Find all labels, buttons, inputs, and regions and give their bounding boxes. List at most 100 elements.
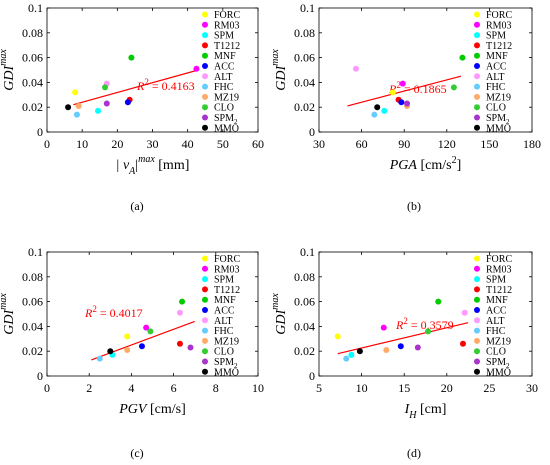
legend-text: RM03: [486, 264, 512, 275]
legend-label-t1212: T1212: [486, 285, 512, 296]
legend-marker-forc: [202, 255, 208, 262]
x-tick-label: 8: [213, 381, 219, 395]
y-tick-label: 0: [309, 125, 315, 139]
legend-label-mmo: MMO: [214, 123, 239, 134]
legend-text: T1212: [214, 41, 240, 52]
legend-label-rm03: RM03: [486, 20, 512, 31]
legend-marker-spm2: [202, 114, 208, 121]
data-point-mz19: [124, 346, 131, 353]
legend-marker-rm03: [474, 21, 480, 28]
legend-text-sub: 2: [506, 362, 510, 370]
legend-label-spm: SPM: [486, 31, 506, 42]
x-tick-label: 4: [128, 381, 134, 395]
r-squared-symbol: R: [84, 306, 93, 320]
r-squared-value: = 0.4017: [97, 306, 143, 320]
x-tick-label: 5: [316, 381, 322, 395]
y-tick-label: 0.06: [22, 295, 43, 309]
legend-marker-clo: [474, 348, 480, 355]
r-squared-value: = 0.1865: [401, 82, 447, 96]
legend-label-acc: ACC: [214, 62, 235, 73]
legend-label-mz19: MZ19: [214, 92, 239, 103]
legend-marker-mz19: [474, 93, 480, 100]
x-axis-label-bar: |: [135, 158, 138, 173]
legend-marker-acc: [474, 307, 480, 313]
legend-text: FORC: [486, 254, 512, 265]
legend-text: SPM: [214, 275, 234, 286]
legend-marker-alt: [202, 317, 208, 324]
y-tick-label: 0.02: [22, 100, 43, 114]
legend-label-acc: ACC: [486, 62, 507, 73]
legend-marker-mnf: [474, 52, 480, 59]
y-axis-label-sup: max: [270, 293, 281, 310]
legend-marker-mmo: [474, 368, 480, 375]
data-point-fhc: [371, 111, 378, 118]
panel-caption: (d): [407, 446, 421, 460]
data-point-acc: [397, 343, 404, 350]
legend-label-clo: CLO: [214, 103, 234, 114]
x-tick-label: 0: [44, 137, 50, 151]
data-point-acc: [398, 99, 405, 106]
legend-text: SPM: [214, 357, 234, 368]
y-tick-label: 0.06: [294, 295, 315, 309]
legend-label-mz19: MZ19: [486, 92, 511, 103]
legend-label-acc: ACC: [486, 306, 507, 317]
y-tick-label: 0.04: [22, 319, 43, 333]
y-axis-label: GDImax: [0, 293, 17, 335]
r-squared-symbol: R: [395, 318, 404, 332]
y-tick-label: 0.02: [294, 100, 315, 114]
r-squared-exponent: 2: [92, 304, 97, 314]
legend-label-alt: ALT: [486, 72, 505, 83]
r-squared-label: R2 = 0.3579: [395, 316, 454, 332]
legend-label-fhc: FHC: [214, 82, 234, 93]
plot-frame: [46, 7, 259, 133]
data-point-fhc: [73, 111, 80, 118]
legend-text: MZ19: [486, 336, 511, 347]
legend-marker-spm2: [202, 358, 208, 365]
data-point-alt: [176, 309, 183, 316]
trend-line: [73, 69, 199, 106]
legend-text: FHC: [486, 82, 506, 93]
x-axis-label: PGV [cm/s]: [118, 402, 185, 417]
x-axis-label-unit-sup: 2: [452, 155, 457, 166]
legend-label-acc: ACC: [214, 306, 235, 317]
legend-text: FHC: [486, 326, 506, 337]
legend-label-forc: FORC: [486, 10, 512, 21]
legend-label-mmo: MMO: [486, 367, 511, 378]
legend-marker-fhc: [474, 83, 480, 90]
legend-label-t1212: T1212: [214, 285, 240, 296]
data-point-spm2: [404, 100, 411, 107]
legend-text-sub: 2: [234, 118, 238, 126]
legend-marker-mmo: [202, 368, 208, 375]
legend-marker-t1212: [202, 42, 208, 49]
y-tick-label: 0.1: [300, 1, 315, 15]
data-point-mz19: [383, 346, 390, 353]
legend-text: MNF: [486, 51, 508, 62]
legend-text: MMO: [214, 123, 239, 134]
y-axis-label: GDImax: [270, 293, 289, 335]
r-squared-exponent: 2: [396, 80, 401, 90]
x-tick-label: 30: [526, 381, 538, 395]
data-point-fhc: [343, 355, 350, 362]
data-point-mnf: [179, 298, 186, 305]
legend-label-clo: CLO: [486, 347, 506, 358]
legend-text: MNF: [214, 51, 236, 62]
y-tick-label: 0.06: [294, 51, 315, 65]
r-squared-label: R2 = 0.1865: [388, 80, 447, 96]
legend-label-mnf: MNF: [214, 295, 236, 306]
data-point-clo: [450, 84, 457, 91]
plot-frame: [46, 251, 259, 377]
x-tick-label: 150: [480, 137, 498, 151]
data-point-rm03: [380, 324, 387, 331]
panel-caption: (c): [130, 446, 143, 460]
data-point-forc: [389, 89, 396, 96]
legend-text: MZ19: [214, 92, 239, 103]
legend-label-clo: CLO: [486, 103, 506, 114]
x-tick-label: 120: [438, 137, 456, 151]
legend-text: CLO: [486, 103, 506, 114]
x-axis-label: PGA [cm/s2]: [389, 155, 462, 173]
legend-marker-rm03: [474, 265, 480, 272]
y-tick-label: 0.08: [294, 26, 315, 40]
data-point-clo: [147, 328, 154, 335]
y-axis-label: GDImax: [270, 49, 289, 91]
